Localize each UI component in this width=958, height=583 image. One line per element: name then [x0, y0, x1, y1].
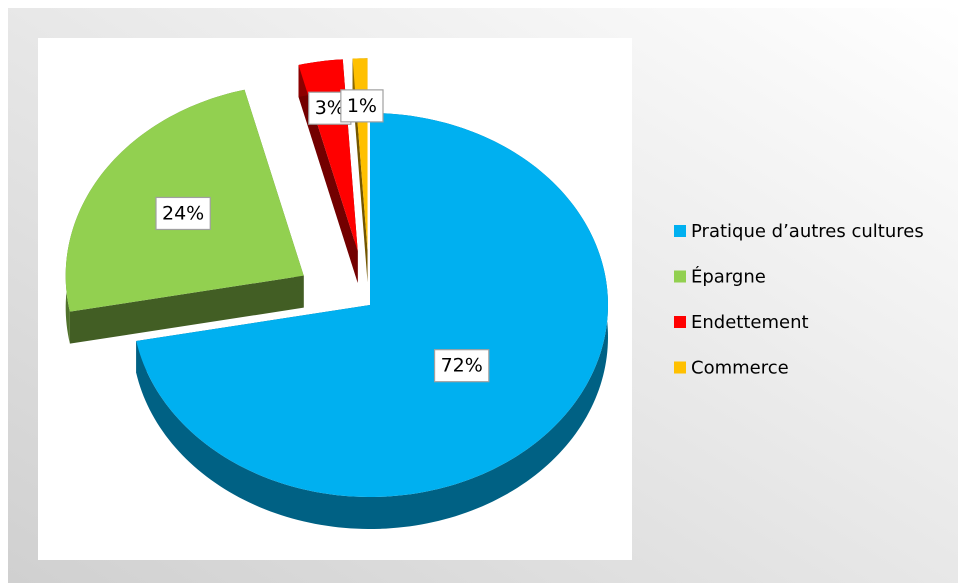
legend-label: Commerce: [691, 358, 789, 379]
data-label: 1%: [347, 95, 377, 117]
data-label: 24%: [162, 202, 204, 224]
legend-swatch: [674, 270, 686, 283]
data-label-box: [155, 196, 211, 231]
data-labels: 72% 24% 3% 1%: [155, 89, 490, 383]
legend-swatch: [674, 361, 686, 374]
legend: Pratique d’autres cultures Épargne Endette…: [674, 221, 924, 379]
legend-label: Pratique d’autres cultures: [691, 221, 924, 242]
legend-label: Endettement: [691, 312, 809, 333]
slice-side: [69, 275, 304, 344]
slice: [136, 113, 608, 497]
legend-label: Épargne: [691, 266, 766, 288]
data-label: 72%: [441, 355, 483, 377]
legend-swatch: [674, 225, 686, 237]
data-label: 3%: [315, 97, 345, 119]
data-label-box: [340, 89, 384, 123]
data-label-box: [433, 349, 490, 383]
legend-swatch: [674, 316, 686, 328]
